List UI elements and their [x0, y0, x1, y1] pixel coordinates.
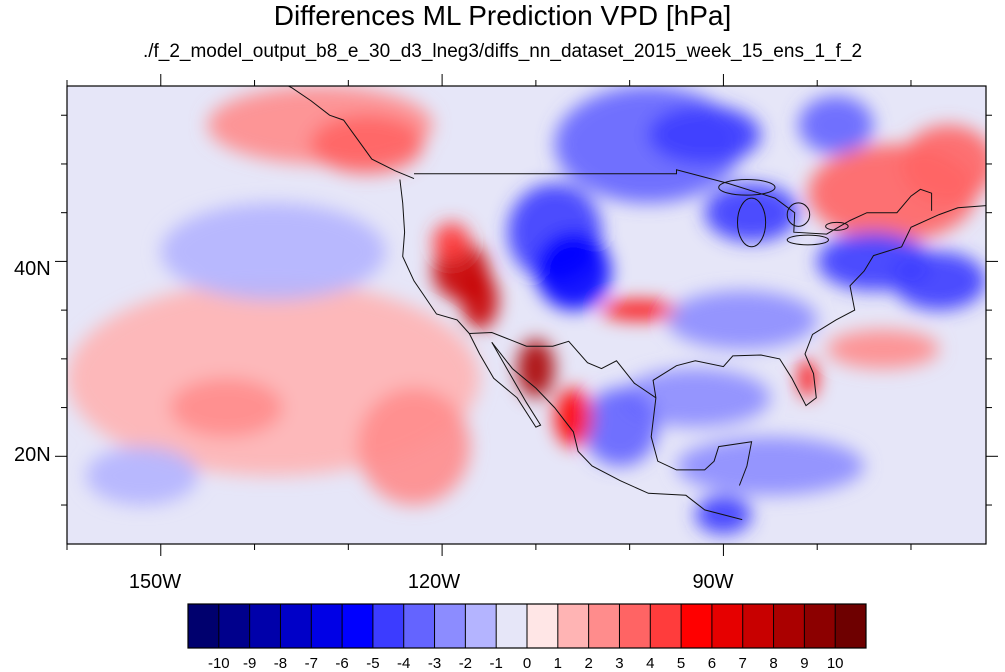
coastline-baja-coast [468, 333, 542, 428]
colorbar-label: 1 [553, 655, 562, 672]
map-frame [66, 85, 987, 545]
field-pacific-midlat-negative [160, 202, 386, 301]
colorbar-swatch [280, 604, 312, 648]
coastline-gulf-coast [652, 205, 986, 407]
field-atlantic-negative [892, 251, 986, 311]
field-alaska-coast-positive [310, 115, 424, 174]
colorbar-swatch [496, 604, 528, 648]
colorbar-swatch [619, 604, 651, 648]
colorbar-swatch [249, 604, 281, 648]
field-gulf-negative [620, 368, 771, 428]
colorbar-label: 4 [646, 655, 655, 672]
field-great-lakes-negative [704, 183, 799, 242]
colorbar-label: 8 [769, 655, 778, 672]
lat-label-20n: 20N [14, 444, 51, 466]
lat-label-40n: 40N [14, 258, 51, 280]
field-southern-plains-positive [601, 300, 677, 320]
lon-label-120w: 120W [407, 571, 461, 593]
coastline-mexico-west-coast [491, 341, 743, 521]
great-lake-4 [825, 221, 849, 231]
colorbar-swatch [434, 604, 466, 648]
colorbar-swatch [588, 604, 620, 648]
colorbar-frame [187, 603, 867, 649]
colorbar-label: 6 [707, 655, 717, 672]
great-lake-2 [718, 179, 776, 196]
field-baja-sonora-positive [517, 339, 555, 398]
colorbar-swatch [218, 604, 251, 648]
colorbar-label: -2 [458, 655, 473, 672]
colorbar-label: 7 [738, 655, 747, 672]
field-mexico-negative [582, 388, 658, 467]
colorbar-label: -5 [366, 655, 380, 672]
coastline-mexico-gulf-coast [650, 397, 753, 486]
colorbar [187, 603, 867, 649]
colorbar-label: -7 [304, 655, 318, 672]
coastline-alaska-coast [287, 86, 415, 180]
colorbar-swatch [557, 604, 590, 648]
map-ticks [55, 74, 998, 556]
field-colorado-negative [535, 232, 611, 311]
colorbar-swatch [711, 604, 744, 648]
colorbar-label: 5 [676, 655, 686, 672]
map-title: Differences ML Prediction VPD [hPa] [273, 0, 732, 31]
colorbar-label: -10 [207, 655, 230, 672]
colorbar-swatch [342, 604, 374, 648]
colorbar-label: -4 [397, 655, 411, 672]
colorbar-swatch [804, 604, 836, 648]
coastlines [287, 86, 986, 521]
colorbar-label: 2 [584, 655, 593, 672]
colorbar-swatch [650, 604, 682, 648]
field-mexico-pacific-positive [357, 388, 471, 506]
colorbar-label: -6 [335, 655, 349, 672]
colorbar-label: 3 [615, 655, 624, 672]
colorbar-swatch [372, 604, 405, 648]
field-pacific-low-negative [85, 446, 199, 506]
coastline-us-mexico-border [469, 331, 657, 399]
field-southeast-us-negative [667, 290, 818, 350]
colorbar-swatch [681, 604, 713, 648]
colorbar-swatch [403, 604, 436, 648]
colorbar-label: 9 [800, 655, 809, 672]
field-mexico-sierra-positive [554, 388, 593, 447]
coastline-canada-border [414, 169, 933, 235]
map-fields [67, 86, 986, 535]
field-pacific-west-positive [170, 378, 283, 437]
field-caribbean-negative [676, 436, 865, 496]
field-labrador-positive [901, 124, 986, 203]
colorbar-swatch [311, 604, 343, 648]
colorbar-label: -3 [427, 655, 442, 672]
lon-label-150w: 150W [128, 571, 182, 593]
lon-label-90w: 90W [692, 571, 734, 593]
colorbar-swatch [465, 604, 497, 648]
colorbar-label: -1 [489, 655, 503, 672]
coastline-us-west-coast [399, 179, 470, 334]
great-lake-1 [786, 202, 811, 227]
great-lake-0 [736, 197, 767, 248]
colorbar-swatch [742, 604, 775, 648]
colorbar-label: -8 [273, 655, 288, 672]
colorbar-swatch [835, 604, 867, 648]
field-northern-canada-negative [648, 105, 761, 164]
colorbar-swatch [773, 604, 805, 648]
field-california-positive [460, 271, 499, 330]
field-florida-positive [798, 358, 818, 398]
colorbar-label: 0 [522, 655, 532, 672]
field-atlantic-subtropical-positive [826, 329, 940, 369]
map-subtitle: ./f_2_model_output_b8_e_30_d3_lneg3/diff… [142, 41, 863, 62]
colorbar-swatch [527, 604, 559, 648]
field-hudson-negative [798, 95, 874, 155]
field-northern-california-positive [432, 222, 471, 262]
colorbar-swatch [188, 604, 220, 648]
colorbar-label: 10 [826, 655, 844, 672]
colorbar-label: -9 [242, 655, 257, 672]
great-lake-3 [786, 234, 829, 246]
